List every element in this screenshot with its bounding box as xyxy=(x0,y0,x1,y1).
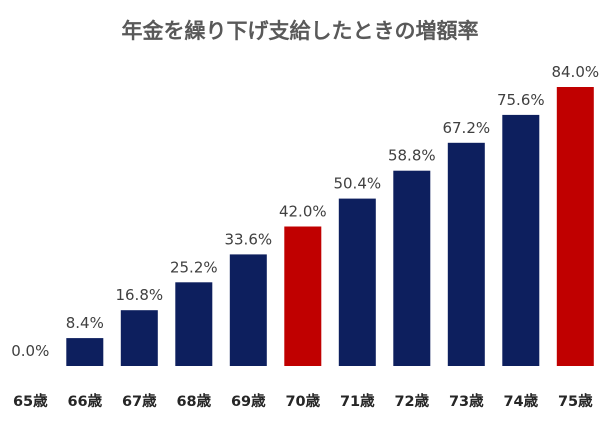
data-label-74歳: 75.6% xyxy=(497,91,545,109)
bar-75歳 xyxy=(556,87,594,366)
bar-66歳 xyxy=(66,338,104,366)
bars-group xyxy=(66,87,594,367)
x-tick-label-72歳: 72歳 xyxy=(394,392,429,410)
chart-title: 年金を繰り下げ支給したときの増額率 xyxy=(122,19,479,43)
data-label-69歳: 33.6% xyxy=(224,230,272,248)
data-label-71歳: 50.4% xyxy=(333,175,381,193)
bar-73歳 xyxy=(447,142,485,366)
data-label-67歳: 16.8% xyxy=(115,286,163,304)
x-tick-label-71歳: 71歳 xyxy=(340,392,375,410)
x-tick-label-74歳: 74歳 xyxy=(503,392,538,410)
bar-67歳 xyxy=(120,310,158,366)
x-tick-label-75歳: 75歳 xyxy=(558,392,593,410)
x-tick-label-73歳: 73歳 xyxy=(449,392,484,410)
data-label-68歳: 25.2% xyxy=(170,258,218,276)
bar-69歳 xyxy=(229,254,267,366)
x-tick-label-68歳: 68歳 xyxy=(176,392,211,410)
bar-70歳 xyxy=(284,226,322,366)
data-label-66歳: 8.4% xyxy=(66,314,104,332)
data-label-75歳: 84.0% xyxy=(551,63,599,81)
data-label-70歳: 42.0% xyxy=(279,203,327,221)
data-labels-group: 0.0% 8.4% 16.8% 25.2% 33.6% 42.0% 50.4% 58.8% 67… xyxy=(11,63,599,360)
bar-68歳 xyxy=(175,282,213,366)
x-tick-label-69歳: 69歳 xyxy=(231,392,266,410)
bar-71歳 xyxy=(338,198,376,366)
x-tick-label-70歳: 70歳 xyxy=(285,392,320,410)
data-label-65歳: 0.0% xyxy=(11,342,49,360)
x-tick-label-65歳: 65歳 xyxy=(13,392,48,410)
x-tick-labels-group: 65歳 66歳 67歳 68歳 69歳 70歳 71歳 72歳 73歳 74歳 75歳 xyxy=(13,392,593,410)
data-label-73歳: 67.2% xyxy=(442,119,490,137)
bar-74歳 xyxy=(502,114,540,367)
x-tick-label-66歳: 66歳 xyxy=(67,392,102,410)
data-label-72歳: 58.8% xyxy=(388,147,436,165)
x-tick-label-67歳: 67歳 xyxy=(122,392,157,410)
bar-72歳 xyxy=(393,170,431,366)
